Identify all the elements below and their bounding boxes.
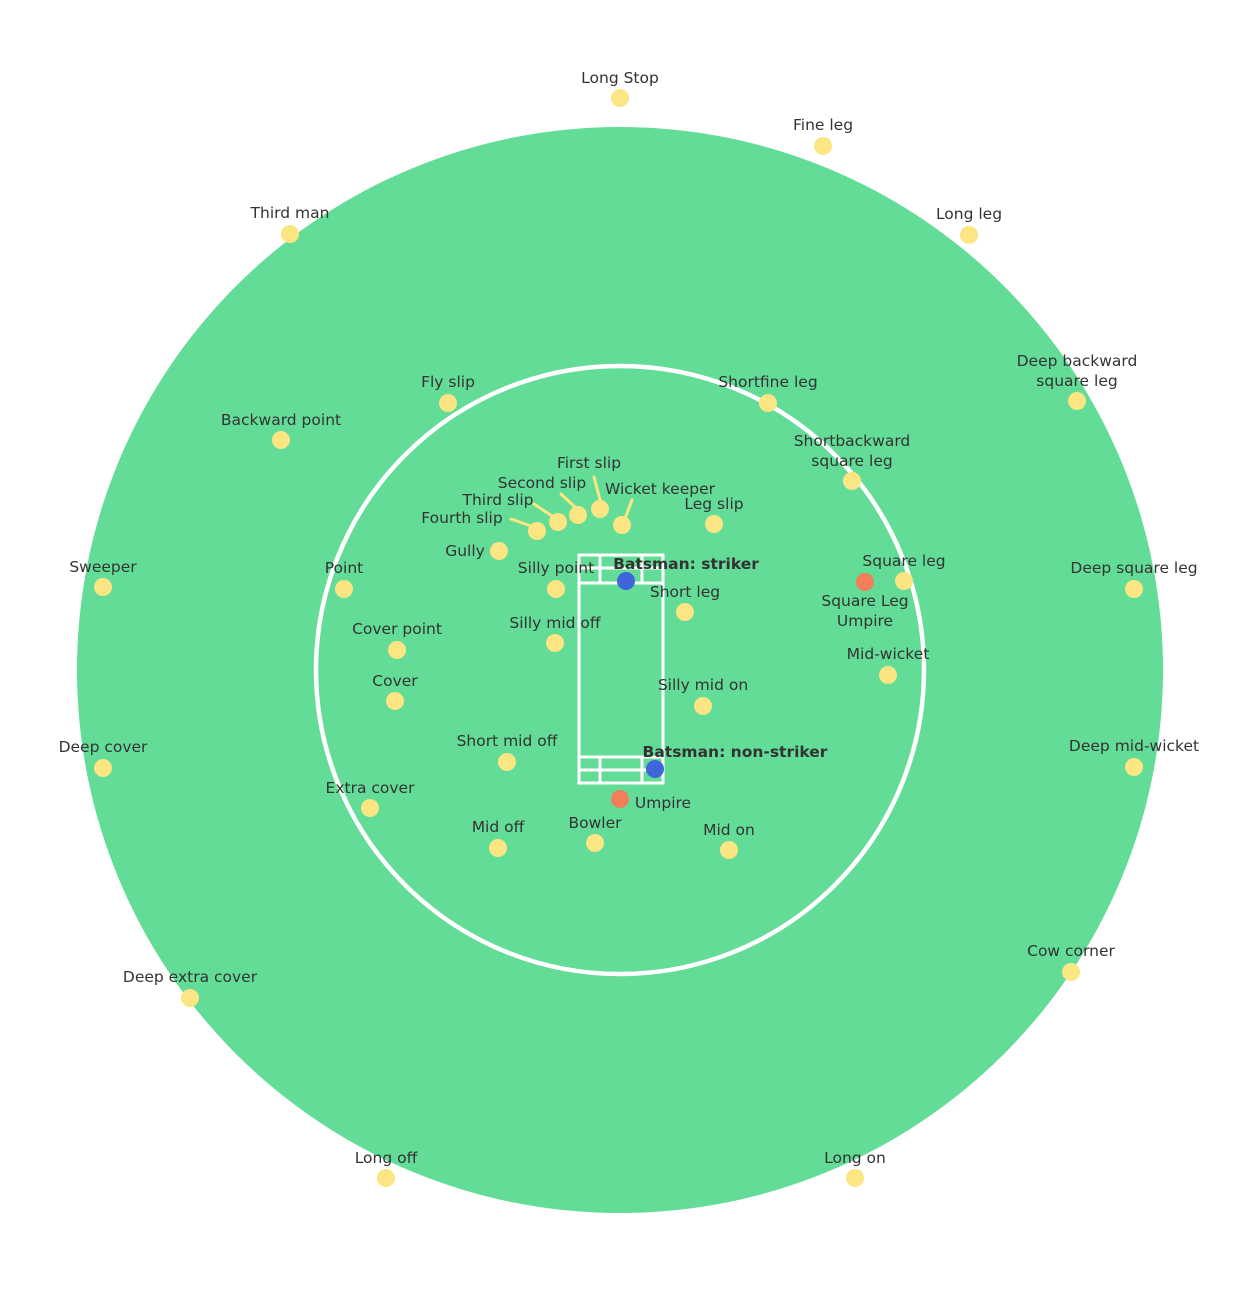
mid-on-marker bbox=[720, 841, 738, 859]
silly-point-marker bbox=[547, 580, 565, 598]
cover-point-label: Cover point bbox=[352, 620, 442, 638]
deep-square-leg-marker bbox=[1125, 580, 1143, 598]
deep-mid-wicket-label: Deep mid-wicket bbox=[1069, 737, 1199, 755]
long-off-marker bbox=[377, 1169, 395, 1187]
deep-extra-cover-label: Deep extra cover bbox=[123, 968, 258, 986]
deep-backward-square-leg-marker bbox=[1068, 392, 1086, 410]
umpire-marker bbox=[611, 790, 629, 808]
cow-corner-label: Cow corner bbox=[1027, 942, 1115, 960]
bowler-marker bbox=[586, 834, 604, 852]
second-slip-marker bbox=[569, 506, 587, 524]
silly-mid-on-label: Silly mid on bbox=[658, 676, 748, 694]
deep-mid-wicket-marker bbox=[1125, 758, 1143, 776]
deep-extra-cover-marker bbox=[181, 989, 199, 1007]
shortbackward-square-leg-label-line-1: Shortbackward bbox=[794, 432, 911, 450]
square-leg-umpire-marker bbox=[856, 573, 874, 591]
wicket-keeper-marker bbox=[613, 516, 631, 534]
deep-cover-marker bbox=[94, 759, 112, 777]
third-man-label: Third man bbox=[250, 204, 330, 222]
long-stop-label: Long Stop bbox=[581, 69, 659, 87]
fly-slip-label: Fly slip bbox=[421, 373, 475, 391]
shortbackward-square-leg-marker bbox=[843, 472, 861, 490]
gully-label: Gully bbox=[445, 542, 485, 560]
deep-backward-square-leg-label-line-2: square leg bbox=[1036, 372, 1117, 390]
long-on-label: Long on bbox=[824, 1149, 886, 1167]
shortfine-leg-marker bbox=[759, 394, 777, 412]
deep-backward-square-leg-label-line-1: Deep backward bbox=[1017, 352, 1138, 370]
batsman-striker-label: Batsman: striker bbox=[613, 555, 759, 573]
wicket-keeper-label: Wicket keeper bbox=[605, 480, 716, 498]
long-on-marker bbox=[846, 1169, 864, 1187]
first-slip-marker bbox=[591, 500, 609, 518]
batsman-non-striker-label: Batsman: non-striker bbox=[643, 743, 828, 761]
third-slip-marker bbox=[549, 513, 567, 531]
cover-label: Cover bbox=[372, 672, 418, 690]
shortbackward-square-leg-label-line-2: square leg bbox=[811, 452, 892, 470]
position-labels: Long Stop Fine leg Third man Long leg Deep b… bbox=[59, 69, 1200, 1167]
batsman-striker-marker bbox=[617, 572, 635, 590]
gully-marker bbox=[490, 542, 508, 560]
sweeper-label: Sweeper bbox=[69, 558, 137, 576]
fourth-slip-label: Fourth slip bbox=[421, 509, 502, 527]
square-leg-umpire-label-line-2: Umpire bbox=[837, 612, 893, 630]
fine-leg-label: Fine leg bbox=[793, 116, 853, 134]
long-leg-label: Long leg bbox=[936, 205, 1002, 223]
label-leader-lines bbox=[509, 475, 634, 528]
deep-square-leg-label: Deep square leg bbox=[1070, 559, 1197, 577]
square-leg-label: Square leg bbox=[862, 552, 945, 570]
fly-slip-marker bbox=[439, 394, 457, 412]
extra-cover-label: Extra cover bbox=[326, 779, 416, 797]
position-markers bbox=[94, 89, 1143, 1187]
first-slip-leader-line bbox=[592, 475, 602, 502]
fourth-slip-leader-line bbox=[509, 517, 533, 528]
leg-slip-label: Leg slip bbox=[684, 495, 743, 513]
silly-mid-on-marker bbox=[694, 697, 712, 715]
point-marker bbox=[335, 580, 353, 598]
short-leg-label: Short leg bbox=[650, 583, 720, 601]
umpire-label: Umpire bbox=[635, 794, 691, 812]
deep-cover-label: Deep cover bbox=[59, 738, 148, 756]
fourth-slip-marker bbox=[528, 522, 546, 540]
shortfine-leg-label: Shortfine leg bbox=[718, 373, 817, 391]
short-leg-marker bbox=[676, 603, 694, 621]
second-slip-leader-line bbox=[559, 492, 578, 510]
cover-point-marker bbox=[388, 641, 406, 659]
second-slip-label: Second slip bbox=[498, 474, 587, 492]
long-leg-marker bbox=[960, 226, 978, 244]
cow-corner-marker bbox=[1062, 963, 1080, 981]
fine-leg-marker bbox=[814, 137, 832, 155]
mid-off-marker bbox=[489, 839, 507, 857]
leg-slip-marker bbox=[705, 515, 723, 533]
mid-wicket-label: Mid-wicket bbox=[847, 645, 930, 663]
short-mid-off-label: Short mid off bbox=[457, 732, 558, 750]
wicket-keeper-leader-line bbox=[624, 498, 634, 518]
mid-off-label: Mid off bbox=[472, 818, 525, 836]
sweeper-marker bbox=[94, 578, 112, 596]
silly-point-label: Silly point bbox=[518, 559, 594, 577]
backward-point-marker bbox=[272, 431, 290, 449]
extra-cover-marker bbox=[361, 799, 379, 817]
bowler-label: Bowler bbox=[568, 814, 622, 832]
batsman-non-striker-marker bbox=[646, 760, 664, 778]
square-leg-umpire-label-line-1: Square Leg bbox=[821, 592, 908, 610]
cover-marker bbox=[386, 692, 404, 710]
third-slip-leader-line bbox=[532, 502, 554, 518]
silly-mid-off-marker bbox=[546, 634, 564, 652]
long-stop-marker bbox=[611, 89, 629, 107]
square-leg-marker bbox=[895, 572, 913, 590]
inner-circle bbox=[313, 363, 927, 977]
mid-on-label: Mid on bbox=[703, 821, 755, 839]
third-man-marker bbox=[281, 225, 299, 243]
mid-wicket-marker bbox=[879, 666, 897, 684]
point-label: Point bbox=[325, 559, 364, 577]
backward-point-label: Backward point bbox=[221, 411, 341, 429]
third-slip-label: Third slip bbox=[462, 491, 534, 509]
first-slip-label: First slip bbox=[557, 454, 621, 472]
silly-mid-off-label: Silly mid off bbox=[509, 614, 601, 632]
short-mid-off-marker bbox=[498, 753, 516, 771]
outfield bbox=[77, 127, 1163, 1213]
long-off-label: Long off bbox=[355, 1149, 418, 1167]
